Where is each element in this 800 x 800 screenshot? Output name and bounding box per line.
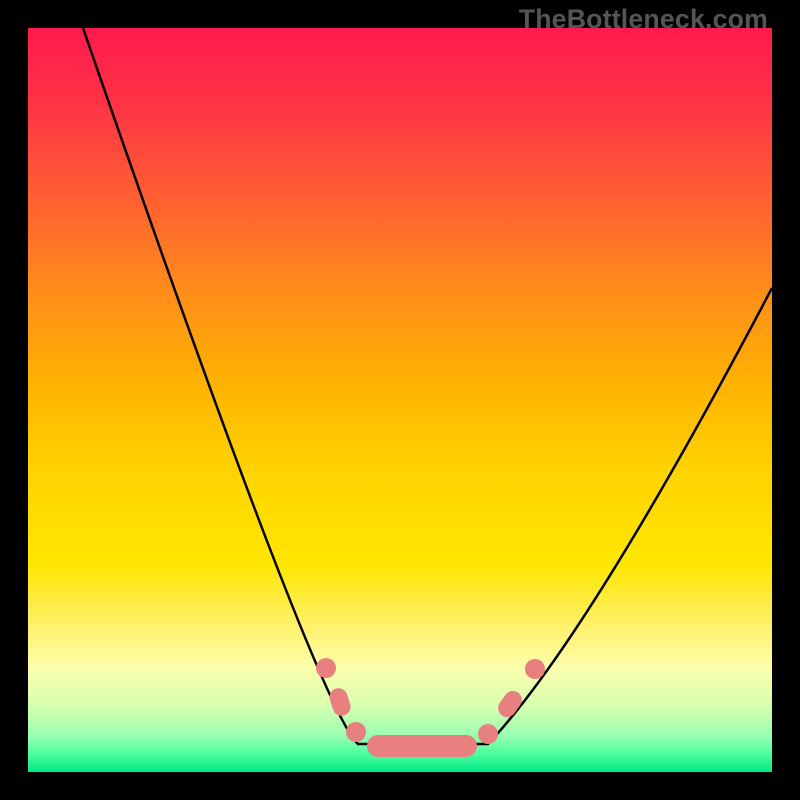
- marker-group: [316, 658, 545, 757]
- plot-area: [28, 28, 772, 772]
- curve-marker-5: [495, 687, 526, 720]
- bottleneck-curve-path: [83, 28, 772, 744]
- curve-marker-2: [346, 722, 366, 742]
- chart-frame: TheBottleneck.com: [0, 0, 800, 800]
- curve-marker-1: [327, 686, 353, 718]
- curve-marker-6: [525, 659, 545, 679]
- bottleneck-curve-svg: [28, 28, 772, 772]
- watermark-text: TheBottleneck.com: [519, 4, 768, 35]
- curve-marker-0: [316, 658, 336, 678]
- curve-marker-3: [367, 735, 477, 757]
- curve-marker-4: [478, 724, 498, 744]
